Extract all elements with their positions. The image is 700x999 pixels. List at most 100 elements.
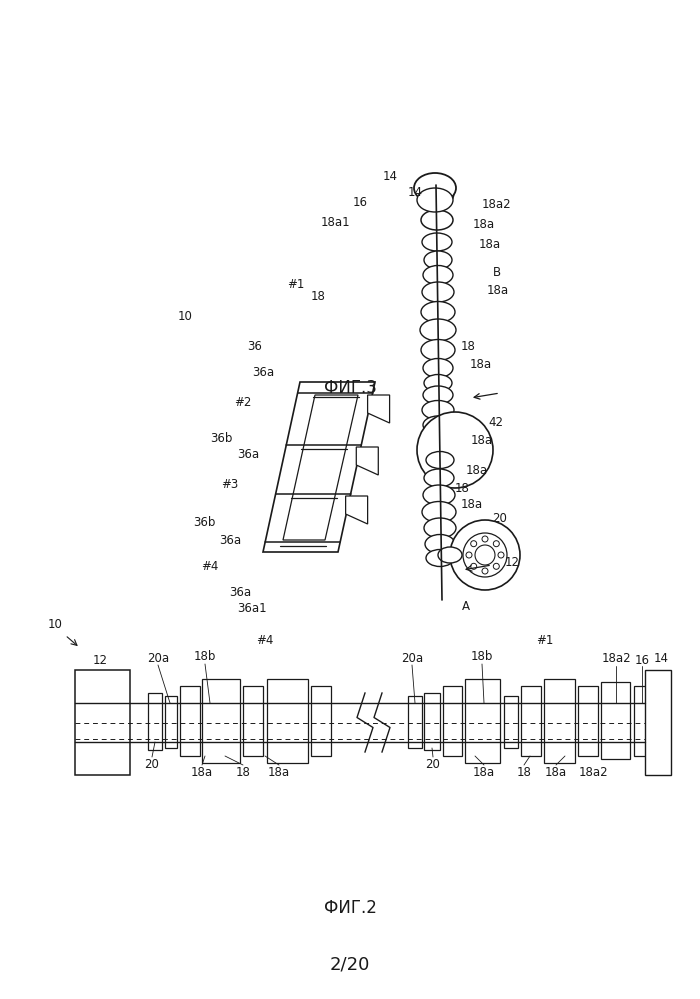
Ellipse shape	[419, 184, 454, 206]
Ellipse shape	[424, 251, 452, 269]
Text: 20a: 20a	[147, 651, 169, 664]
Polygon shape	[645, 670, 671, 775]
Polygon shape	[601, 682, 630, 759]
Circle shape	[498, 552, 504, 558]
Ellipse shape	[421, 340, 455, 361]
Text: #4: #4	[256, 633, 274, 646]
Text: 14: 14	[654, 651, 668, 664]
Text: 18a: 18a	[470, 359, 492, 372]
Text: 18b: 18b	[194, 650, 216, 663]
Polygon shape	[408, 696, 422, 748]
Polygon shape	[544, 679, 575, 763]
Text: 18a: 18a	[461, 499, 483, 511]
Polygon shape	[346, 496, 368, 524]
Text: 18a: 18a	[466, 464, 488, 477]
Text: ФИГ.3: ФИГ.3	[323, 379, 377, 397]
Circle shape	[482, 536, 488, 542]
Text: #4: #4	[202, 559, 218, 572]
Text: 18a: 18a	[268, 765, 290, 778]
Ellipse shape	[426, 452, 454, 469]
Text: 18: 18	[311, 291, 326, 304]
Circle shape	[463, 533, 507, 577]
Text: 18a: 18a	[471, 434, 493, 447]
Polygon shape	[465, 679, 500, 763]
Text: 36a1: 36a1	[237, 601, 267, 614]
Polygon shape	[634, 686, 650, 756]
Text: 36a: 36a	[237, 449, 259, 462]
Text: 20: 20	[145, 757, 160, 770]
Ellipse shape	[423, 266, 453, 285]
Circle shape	[475, 545, 495, 565]
Text: 18a2: 18a2	[481, 199, 511, 212]
Text: 20: 20	[493, 512, 507, 525]
Polygon shape	[148, 693, 162, 750]
Text: 14: 14	[407, 186, 423, 199]
Text: 18b: 18b	[471, 650, 493, 663]
Text: 20: 20	[426, 757, 440, 770]
Text: #3: #3	[221, 478, 239, 491]
Circle shape	[470, 540, 477, 546]
Text: 36a: 36a	[252, 367, 274, 380]
Ellipse shape	[422, 282, 454, 302]
Ellipse shape	[422, 501, 456, 522]
Polygon shape	[311, 686, 331, 756]
Text: ФИГ.2: ФИГ.2	[323, 899, 377, 917]
Ellipse shape	[422, 401, 454, 420]
Text: 14: 14	[382, 171, 398, 184]
Text: 36a: 36a	[219, 533, 241, 546]
Polygon shape	[653, 678, 668, 765]
Text: #1: #1	[536, 633, 554, 646]
Text: 12: 12	[92, 653, 108, 666]
Text: 18: 18	[454, 482, 470, 495]
Polygon shape	[180, 686, 200, 756]
Ellipse shape	[423, 386, 453, 404]
Ellipse shape	[438, 547, 462, 563]
Text: 36a: 36a	[229, 585, 251, 598]
Text: 10: 10	[48, 618, 62, 631]
Polygon shape	[578, 686, 598, 756]
Text: 18: 18	[517, 765, 531, 778]
Text: 18a: 18a	[191, 765, 213, 778]
Ellipse shape	[423, 359, 453, 378]
Text: 20a: 20a	[401, 651, 423, 664]
Ellipse shape	[424, 375, 452, 392]
Circle shape	[494, 563, 499, 569]
Polygon shape	[75, 670, 130, 775]
Ellipse shape	[421, 302, 455, 323]
Text: 18a1: 18a1	[320, 216, 350, 229]
Text: 36b: 36b	[210, 432, 232, 445]
Polygon shape	[267, 679, 308, 763]
Polygon shape	[368, 395, 390, 423]
Ellipse shape	[423, 416, 453, 434]
Text: 36: 36	[248, 341, 262, 354]
Polygon shape	[443, 686, 462, 756]
Text: 18a: 18a	[473, 219, 495, 232]
Text: 18a2: 18a2	[601, 652, 631, 665]
Circle shape	[466, 552, 472, 558]
Text: 16: 16	[353, 196, 368, 209]
Circle shape	[470, 563, 477, 569]
Text: 18a: 18a	[487, 284, 509, 297]
Polygon shape	[283, 395, 358, 540]
Ellipse shape	[426, 549, 454, 566]
Text: 36b: 36b	[193, 516, 215, 529]
Polygon shape	[165, 696, 177, 748]
Polygon shape	[243, 686, 263, 756]
Polygon shape	[356, 447, 378, 475]
Circle shape	[450, 520, 520, 590]
Text: A: A	[462, 600, 470, 613]
Ellipse shape	[421, 210, 453, 230]
Ellipse shape	[417, 188, 453, 212]
Text: 42: 42	[489, 416, 503, 429]
Text: 12: 12	[505, 555, 519, 568]
Polygon shape	[424, 693, 440, 750]
Text: 18a: 18a	[545, 765, 567, 778]
Text: B: B	[493, 266, 501, 279]
Circle shape	[482, 568, 488, 574]
Text: 18: 18	[236, 765, 251, 778]
Text: 10: 10	[178, 311, 193, 324]
Polygon shape	[263, 382, 375, 552]
Text: 16: 16	[634, 653, 650, 666]
Ellipse shape	[420, 319, 456, 341]
Polygon shape	[521, 686, 541, 756]
